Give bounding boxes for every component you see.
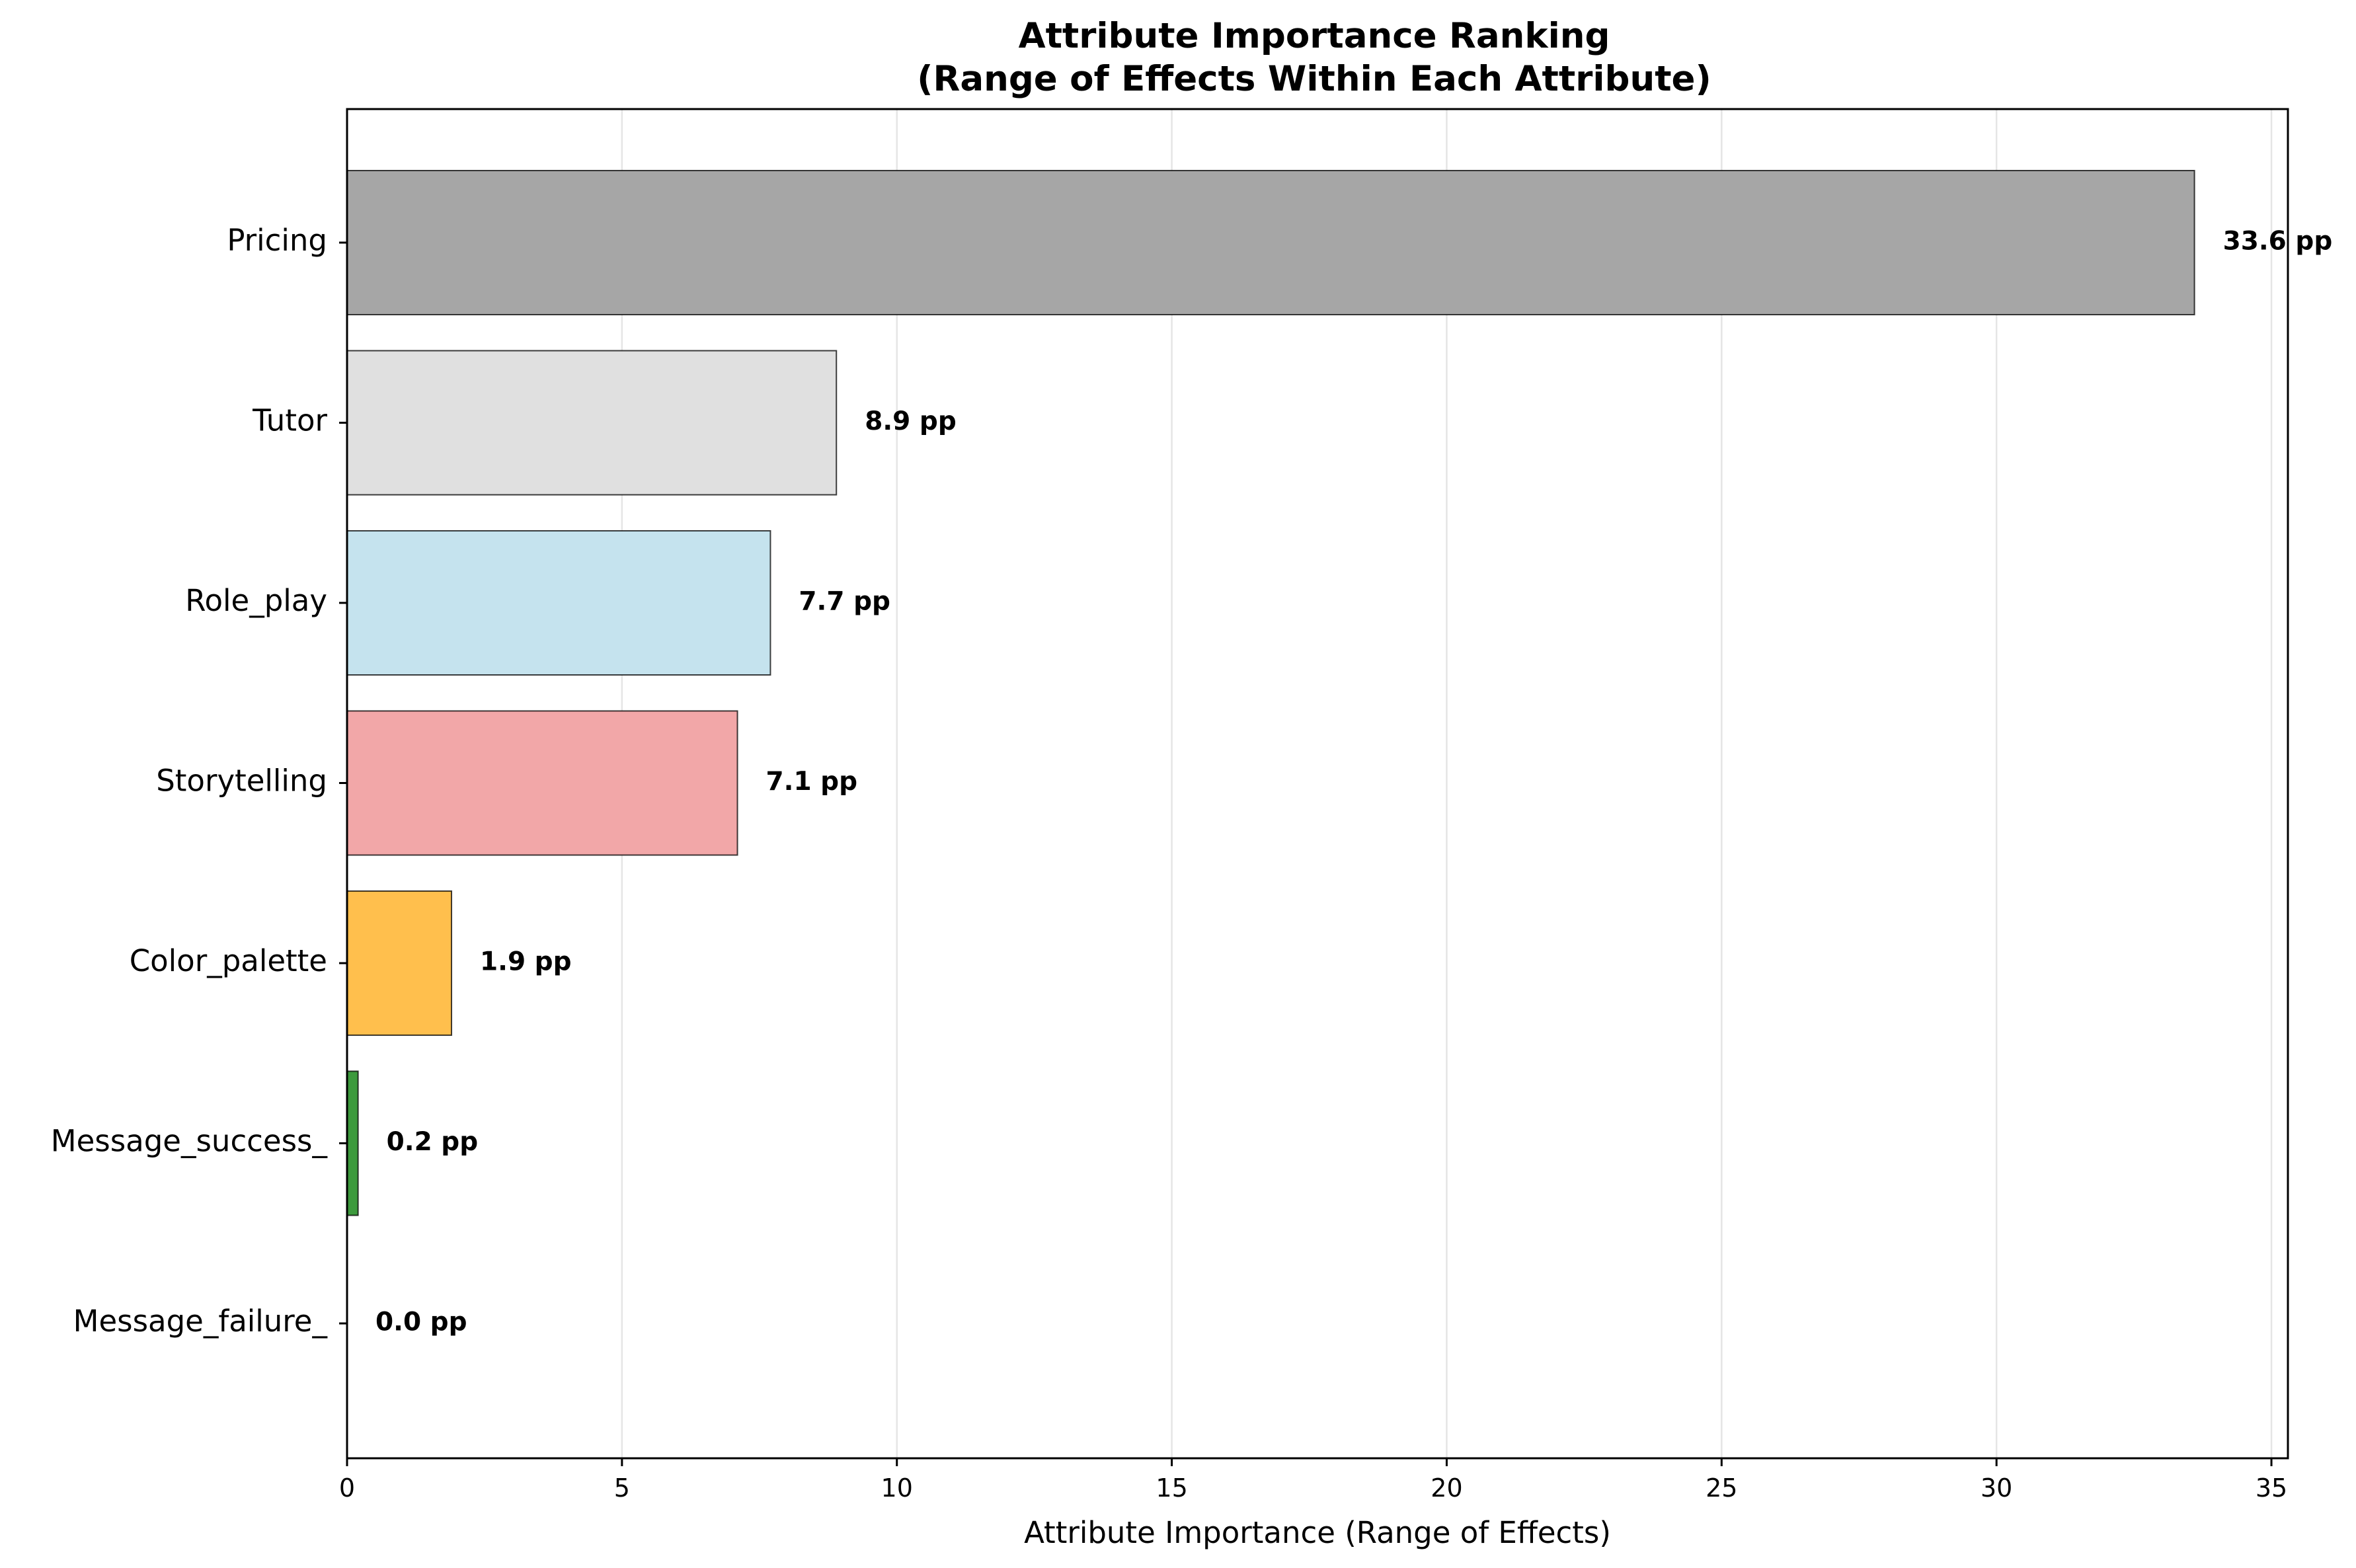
x-tick-label: 15 (1156, 1473, 1187, 1503)
value-labels: 33.6 pp 8.9 pp 7.7 pp 7.1 pp 1.9 pp 0.2 pp 0.0… (375, 227, 2332, 1337)
bar-storytelling (346, 710, 738, 856)
value-label: 7.1 pp (766, 767, 858, 797)
y-tick-label: Color_palette (130, 943, 327, 978)
y-tick-label: Role_play (185, 583, 327, 618)
x-tick-label: 35 (2256, 1473, 2287, 1503)
value-label: 1.9 pp (480, 947, 572, 977)
y-tick-label: Message_success_ (51, 1124, 328, 1159)
chart-subtitle: (Range of Effects Within Each Attribute) (917, 59, 1711, 99)
x-tick-label: 0 (339, 1473, 355, 1503)
y-tick-label: Storytelling (156, 764, 327, 799)
value-label: 8.9 pp (865, 407, 957, 436)
bar-message-success (346, 1070, 359, 1216)
value-label: 0.0 pp (375, 1308, 467, 1337)
value-label: 0.2 pp (387, 1127, 479, 1157)
x-tick-label: 25 (1706, 1473, 1737, 1503)
bar-role-play (346, 530, 771, 676)
x-tick-label: 10 (881, 1473, 913, 1503)
x-axis-ticks: 0 5 10 15 20 25 30 35 (339, 1458, 2287, 1503)
bar-color-palette (346, 890, 453, 1036)
bar-tutor (346, 350, 838, 496)
y-axis-ticks: Pricing Tutor Role_play Storytelling Color_p… (51, 223, 347, 1339)
bars (346, 170, 2195, 1216)
x-axis-label: Attribute Importance (Range of Effects) (1024, 1515, 1611, 1550)
y-tick-label: Tutor (252, 403, 327, 438)
x-tick-label: 30 (1981, 1473, 2012, 1503)
chart-title: Attribute Importance Ranking (1019, 16, 1610, 56)
y-tick-label: Message_failure_ (73, 1304, 328, 1339)
value-label: 33.6 pp (2223, 227, 2333, 256)
x-tick-label: 5 (614, 1473, 630, 1503)
y-tick-label: Pricing (227, 223, 327, 258)
x-tick-label: 20 (1431, 1473, 1462, 1503)
x-gridlines (621, 109, 2273, 1458)
bar-pricing (346, 170, 2195, 315)
value-label: 7.7 pp (799, 587, 890, 617)
